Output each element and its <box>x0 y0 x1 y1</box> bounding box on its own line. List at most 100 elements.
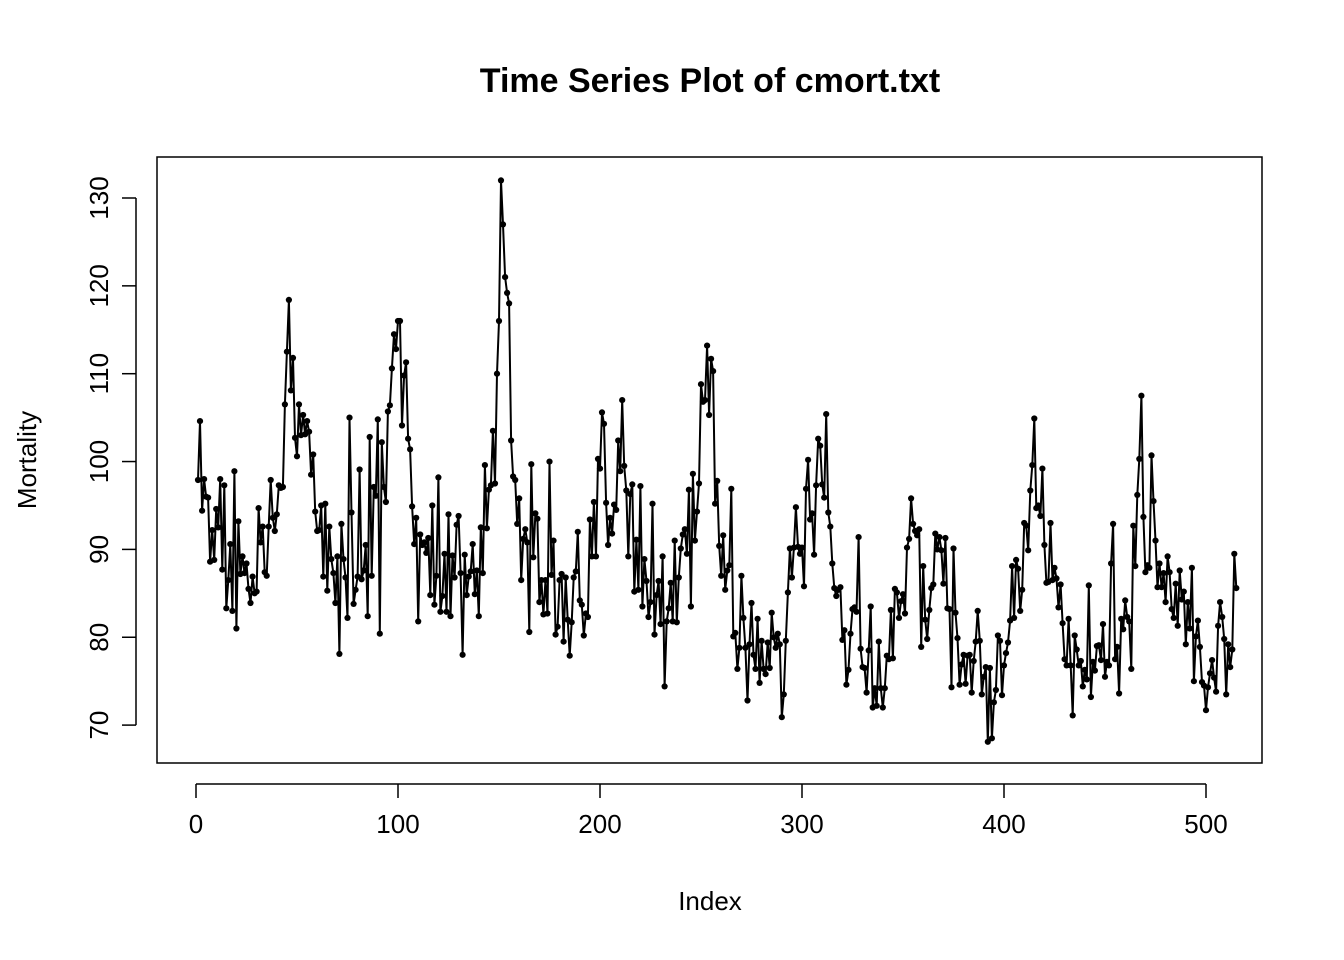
data-point <box>992 686 1000 694</box>
data-point <box>819 481 826 488</box>
data-point <box>1217 599 1224 606</box>
data-point <box>332 599 339 607</box>
data-point <box>306 428 313 435</box>
data-point <box>611 501 618 508</box>
data-point <box>1182 641 1189 648</box>
data-point <box>443 608 450 615</box>
data-point <box>293 453 301 460</box>
data-point <box>1188 564 1195 571</box>
data-point <box>194 476 202 484</box>
data-point <box>677 545 684 552</box>
data-point <box>958 661 965 668</box>
data-point <box>544 610 551 617</box>
data-point <box>247 599 254 607</box>
data-point <box>324 587 331 594</box>
data-point <box>413 514 420 521</box>
data-point <box>847 630 854 637</box>
data-point <box>1067 662 1074 669</box>
data-point <box>916 526 923 533</box>
data-point <box>627 491 634 498</box>
data-point <box>1138 392 1145 399</box>
data-point <box>548 571 555 579</box>
data-point <box>1219 613 1226 621</box>
data-point <box>1166 569 1173 576</box>
data-point <box>312 508 319 515</box>
data-point <box>893 589 901 596</box>
data-point <box>271 527 278 535</box>
data-point <box>817 442 824 449</box>
data-point <box>720 532 727 539</box>
data-point <box>1085 582 1092 589</box>
data-point <box>407 446 414 453</box>
data-point <box>968 689 975 696</box>
data-point <box>1225 641 1232 648</box>
data-point <box>1083 676 1090 683</box>
data-point <box>780 691 787 698</box>
data-point <box>1190 678 1197 685</box>
data-point <box>1162 599 1169 606</box>
data-point <box>796 550 804 557</box>
data-point <box>499 221 507 228</box>
data-point <box>1118 615 1125 622</box>
data-point <box>310 451 317 458</box>
data-point <box>855 534 862 541</box>
data-point <box>712 500 719 507</box>
data-point <box>621 462 628 469</box>
data-point <box>1202 707 1210 714</box>
series-line <box>197 179 1238 743</box>
data-point <box>689 470 697 477</box>
data-point <box>1000 662 1008 669</box>
data-point <box>215 524 222 531</box>
data-point <box>1192 633 1199 640</box>
data-point <box>508 437 515 444</box>
data-point <box>445 511 452 518</box>
data-point <box>502 274 509 281</box>
data-point <box>659 553 666 560</box>
data-point <box>990 699 998 706</box>
data-point <box>368 572 375 579</box>
data-point <box>821 494 828 501</box>
data-point <box>1065 615 1072 622</box>
data-point <box>691 537 699 544</box>
data-point <box>463 592 470 599</box>
data-point <box>289 354 297 361</box>
data-point <box>710 368 717 375</box>
data-point <box>1017 607 1024 615</box>
data-point <box>950 545 957 552</box>
data-point <box>653 592 660 599</box>
data-point <box>1160 570 1167 577</box>
data-point <box>330 570 337 577</box>
data-point <box>370 483 377 491</box>
data-point <box>665 605 672 612</box>
data-point <box>552 631 559 638</box>
data-point <box>722 586 729 593</box>
data-point <box>1164 553 1171 560</box>
y-tick-label: 90 <box>84 535 114 564</box>
data-point <box>1061 656 1068 663</box>
data-point <box>1041 541 1048 549</box>
data-point <box>257 539 264 546</box>
data-point <box>784 589 792 596</box>
data-point <box>1114 643 1121 651</box>
data-point <box>762 671 769 678</box>
data-point <box>469 541 476 548</box>
data-point <box>479 570 486 577</box>
data-point <box>970 657 977 665</box>
data-point <box>265 523 272 530</box>
data-point <box>556 577 563 584</box>
data-point <box>522 526 529 533</box>
data-point <box>1174 622 1181 629</box>
data-point <box>477 524 484 531</box>
data-point <box>760 665 767 673</box>
data-point <box>291 434 299 441</box>
y-axis: 70 80 90 100 110 120 130 <box>84 176 137 740</box>
data-point <box>211 556 218 564</box>
data-point <box>607 514 614 521</box>
data-point <box>657 621 664 628</box>
data-point <box>675 574 682 581</box>
data-point <box>241 570 248 577</box>
data-point <box>895 614 903 622</box>
data-point <box>764 639 771 646</box>
data-point <box>437 608 444 615</box>
data-point <box>873 702 880 709</box>
